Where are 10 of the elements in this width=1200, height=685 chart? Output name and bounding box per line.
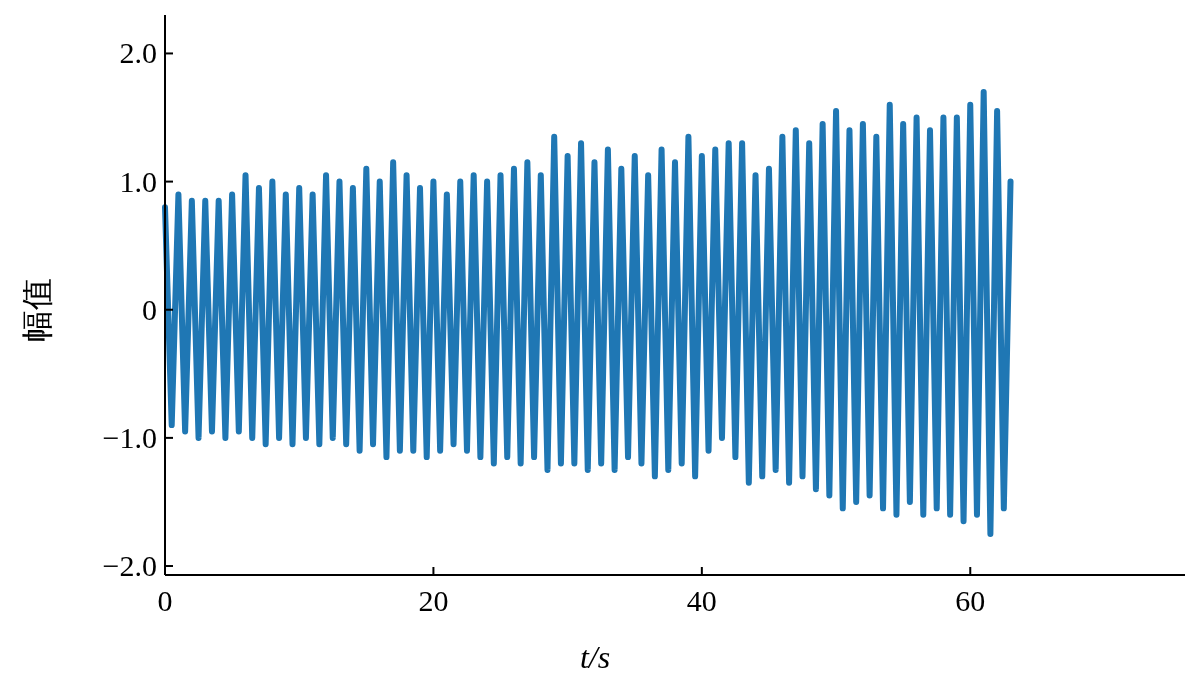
x-tick-label: 40 — [686, 584, 717, 617]
x-axis-title: t/s — [579, 639, 611, 675]
x-tick-label: 20 — [418, 584, 449, 617]
y-tick-label: 0 — [142, 292, 157, 326]
y-tick-label: 1.0 — [119, 164, 157, 198]
y-tick-label: −1.0 — [102, 420, 157, 454]
y-tick-label: −2.0 — [102, 549, 157, 583]
x-tick-label: 60 — [955, 584, 986, 617]
y-axis-title: 幅值 — [18, 278, 56, 342]
y-tick-label: 2.0 — [119, 36, 157, 70]
